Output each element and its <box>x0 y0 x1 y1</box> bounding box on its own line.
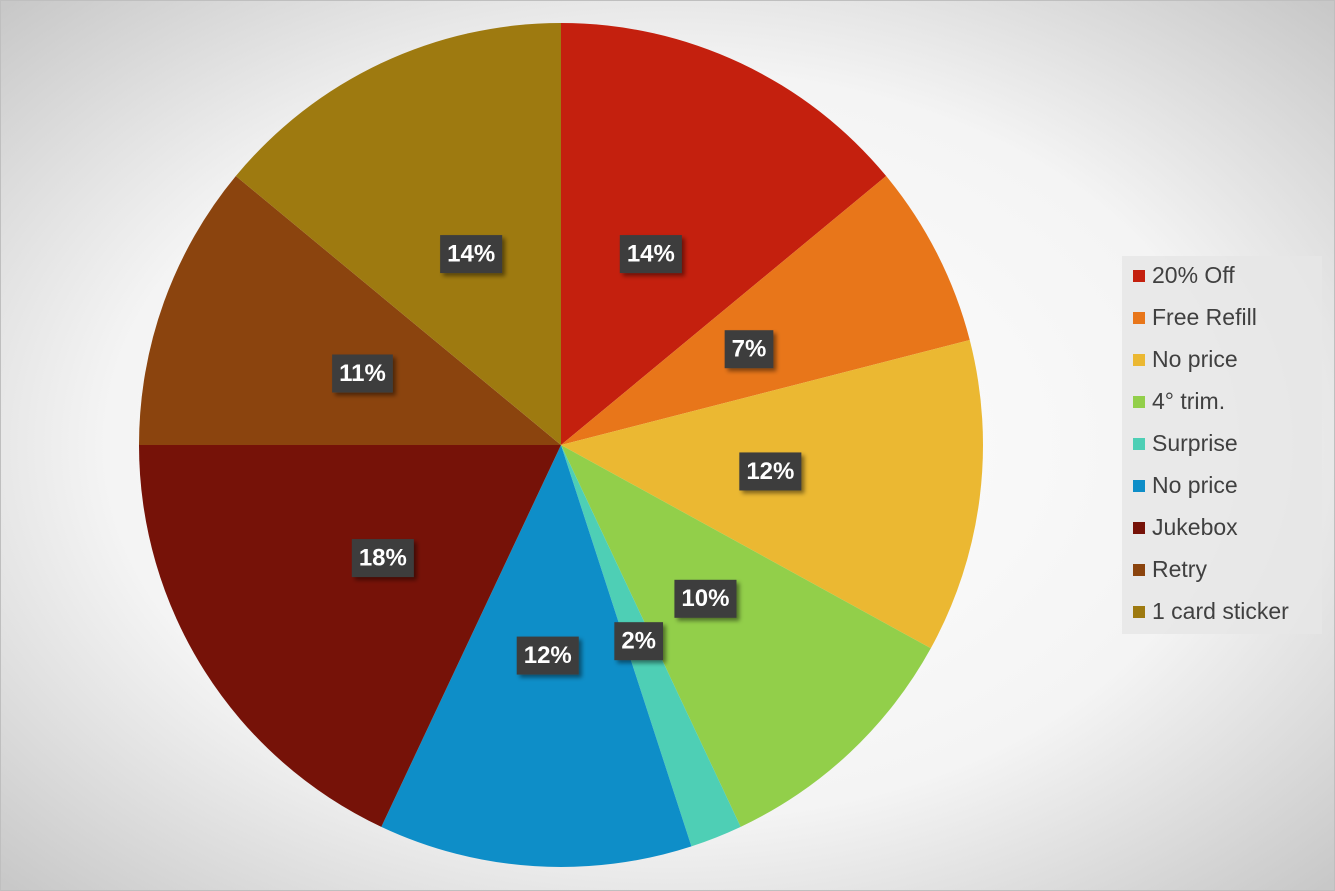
legend-swatch <box>1133 438 1145 450</box>
legend-label: Free Refill <box>1152 304 1257 330</box>
data-label-box <box>674 579 737 618</box>
data-label: 11% <box>339 360 386 387</box>
data-label: 14% <box>447 240 495 267</box>
data-label-box <box>614 622 664 661</box>
legend-swatch <box>1133 312 1145 324</box>
legend-label: 1 card sticker <box>1152 598 1289 624</box>
pie-slice <box>139 176 561 445</box>
legend-label: No price <box>1152 472 1238 498</box>
data-label: 14% <box>627 240 675 267</box>
legend-swatch <box>1133 270 1145 282</box>
data-label: 12% <box>524 642 572 669</box>
legend-label: 4° trim. <box>1152 388 1225 414</box>
legend-swatch <box>1133 606 1145 618</box>
data-label-box <box>739 452 802 491</box>
pie-slice <box>561 23 887 445</box>
legend-box <box>1122 256 1322 634</box>
legend-swatch <box>1133 480 1145 492</box>
data-label: 10% <box>681 585 729 612</box>
legend-label: Retry <box>1152 556 1207 582</box>
data-label-box <box>351 539 414 578</box>
data-label-box <box>440 235 503 274</box>
legend-swatch <box>1133 354 1145 366</box>
data-label-box <box>619 235 682 274</box>
legend-swatch <box>1133 564 1145 576</box>
data-label: 7% <box>732 336 767 363</box>
pie-slice <box>235 23 561 445</box>
legend-swatch <box>1133 396 1145 408</box>
pie-slice <box>561 340 983 649</box>
data-label-box <box>724 330 774 369</box>
pie-slice <box>561 176 970 445</box>
legend-label: 20% Off <box>1152 262 1235 288</box>
data-label: 18% <box>359 544 407 571</box>
legend-label: Jukebox <box>1152 514 1238 540</box>
data-label: 12% <box>746 458 794 485</box>
legend-swatch <box>1133 522 1145 534</box>
data-label-box <box>332 354 393 393</box>
pie-slice <box>139 445 561 827</box>
legend-label: Surprise <box>1152 430 1238 456</box>
data-label: 2% <box>621 628 656 655</box>
legend-label: No price <box>1152 346 1238 372</box>
data-label-box <box>516 636 579 675</box>
pie-slice <box>561 445 931 827</box>
